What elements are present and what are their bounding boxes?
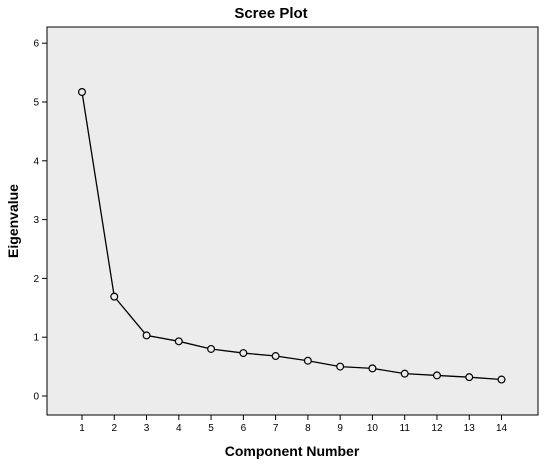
- data-point: [465, 373, 474, 382]
- data-point: [271, 352, 280, 361]
- x-tick-label: 13: [464, 423, 476, 434]
- x-axis-label: Component Number: [225, 443, 360, 459]
- data-point: [207, 344, 216, 353]
- y-axis: 0 1 2 3 4 5 6: [33, 39, 47, 403]
- y-tick-label: 0: [33, 392, 39, 403]
- x-tick-label: 14: [496, 423, 508, 434]
- x-tick-label: 3: [144, 423, 150, 434]
- data-point: [400, 369, 409, 378]
- chart-title: Scree Plot: [234, 5, 307, 22]
- x-tick-label: 6: [241, 423, 247, 434]
- data-point: [110, 292, 119, 301]
- data-point: [142, 331, 151, 340]
- x-axis: 1 2 3 4 5 6 7 8 9 10 11 12 13 14: [79, 415, 508, 434]
- data-point: [303, 356, 312, 365]
- series-line: [81, 91, 502, 381]
- y-tick-label: 2: [33, 274, 39, 285]
- x-tick-label: 1: [79, 423, 85, 434]
- x-tick-label: 10: [367, 423, 379, 434]
- data-point: [239, 349, 248, 358]
- x-tick-label: 9: [337, 423, 343, 434]
- y-tick-label: 6: [33, 39, 39, 50]
- y-tick-label: 1: [33, 333, 39, 344]
- data-point: [368, 364, 377, 373]
- y-tick-label: 3: [33, 215, 39, 226]
- data-point: [497, 375, 506, 384]
- x-tick-label: 11: [400, 423, 411, 434]
- y-tick-label: 4: [33, 156, 39, 167]
- data-point: [336, 362, 345, 371]
- x-tick-label: 4: [176, 423, 182, 434]
- x-tick-label: 2: [111, 423, 117, 434]
- y-axis-label: Eigenvalue: [5, 184, 21, 258]
- plot-background: [46, 26, 539, 416]
- x-tick-label: 8: [305, 423, 311, 434]
- x-tick-label: 7: [273, 423, 279, 434]
- data-point: [432, 371, 441, 380]
- x-tick-label: 12: [431, 423, 443, 434]
- data-point: [77, 88, 86, 97]
- x-tick-label: 5: [208, 423, 214, 434]
- data-point: [174, 337, 183, 346]
- series-layer: [77, 88, 506, 384]
- y-tick-label: 5: [33, 98, 39, 109]
